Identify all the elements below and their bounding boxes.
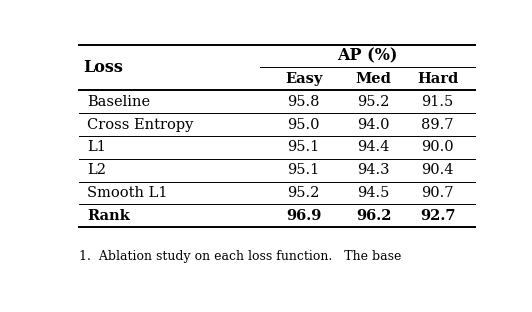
Text: AP (%): AP (%) bbox=[337, 47, 397, 65]
Text: Easy: Easy bbox=[285, 72, 322, 86]
Text: 94.5: 94.5 bbox=[358, 186, 390, 200]
Text: Rank: Rank bbox=[87, 209, 130, 223]
Text: 96.2: 96.2 bbox=[356, 209, 392, 223]
Text: 90.0: 90.0 bbox=[421, 140, 454, 154]
Text: Loss: Loss bbox=[83, 59, 123, 76]
Text: 90.4: 90.4 bbox=[421, 163, 454, 177]
Text: Baseline: Baseline bbox=[87, 95, 150, 109]
Text: Med: Med bbox=[356, 72, 392, 86]
Text: 95.0: 95.0 bbox=[287, 118, 320, 132]
Text: 92.7: 92.7 bbox=[420, 209, 455, 223]
Text: 95.1: 95.1 bbox=[287, 140, 320, 154]
Text: 95.1: 95.1 bbox=[287, 163, 320, 177]
Text: 94.4: 94.4 bbox=[358, 140, 390, 154]
Text: 91.5: 91.5 bbox=[421, 95, 454, 109]
Text: 89.7: 89.7 bbox=[421, 118, 454, 132]
Text: L1: L1 bbox=[87, 140, 106, 154]
Text: 1.  Ablation study on each loss function.   The base: 1. Ablation study on each loss function.… bbox=[79, 250, 401, 263]
Text: Hard: Hard bbox=[417, 72, 458, 86]
Text: 94.3: 94.3 bbox=[358, 163, 390, 177]
Text: Cross Entropy: Cross Entropy bbox=[87, 118, 194, 132]
Text: 95.2: 95.2 bbox=[287, 186, 320, 200]
Text: 95.8: 95.8 bbox=[287, 95, 320, 109]
Text: Smooth L1: Smooth L1 bbox=[87, 186, 168, 200]
Text: 90.7: 90.7 bbox=[421, 186, 454, 200]
Text: L2: L2 bbox=[87, 163, 106, 177]
Text: 95.2: 95.2 bbox=[358, 95, 390, 109]
Text: 94.0: 94.0 bbox=[358, 118, 390, 132]
Text: 96.9: 96.9 bbox=[286, 209, 321, 223]
